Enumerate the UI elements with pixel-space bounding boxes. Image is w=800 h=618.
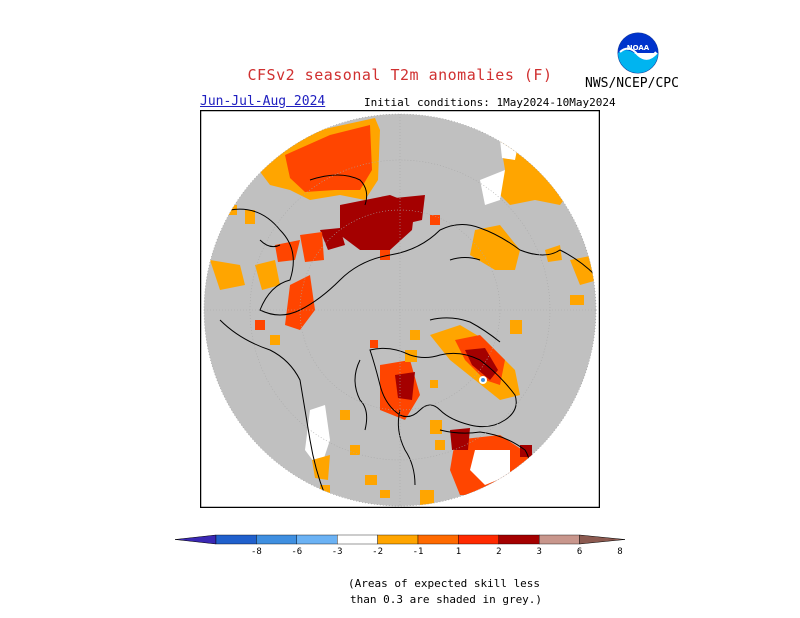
skill-note: (Areas of expected skill less than 0.3 a…: [348, 576, 542, 608]
anomaly-region-atlantic: [305, 405, 390, 498]
season-label: Jun-Jul-Aug 2024: [200, 94, 326, 109]
legend-swatch: [296, 534, 338, 545]
legend-arrow-low: [175, 534, 217, 545]
legend-tick-label: 2: [496, 547, 501, 557]
skill-note-line1: (Areas of expected skill less: [348, 577, 541, 590]
legend-arrow-high: [579, 534, 625, 545]
legend-swatch: [498, 534, 540, 545]
initial-conditions-label: Initial conditions: 1May2024-10May2024: [364, 96, 616, 109]
legend-tick-label: 1: [456, 547, 461, 557]
legend-tick-label: -3: [332, 547, 343, 557]
legend-tick-label: -1: [413, 547, 424, 557]
legend-tick-label: -8: [251, 547, 262, 557]
legend-tick-label: -6: [291, 547, 302, 557]
coastlines: [219, 174, 596, 501]
skill-note-line2: than 0.3 are shaded in grey.): [350, 593, 543, 606]
legend-swatch: [336, 534, 378, 545]
anomaly-region-europe: [255, 118, 440, 262]
legend-tick-label: -2: [372, 547, 383, 557]
legend-swatch: [215, 534, 257, 545]
legend-swatch: [539, 534, 580, 545]
legend-tick-label: 6: [577, 547, 582, 557]
legend-swatch: [417, 534, 459, 545]
legend-swatch: [256, 534, 298, 545]
legend-swatch: [458, 534, 499, 545]
map-title: CFSv2 seasonal T2m anomalies (F): [247, 66, 553, 84]
legend-tick-label: 3: [536, 547, 541, 557]
anomaly-map: [200, 110, 600, 508]
legend-tick-label: 8: [617, 547, 622, 557]
graticule: [204, 114, 596, 506]
color-legend: -8 -6 -3 -2 -1 1 2 3 6 8: [175, 534, 625, 557]
logo-text: NOAA: [627, 44, 650, 52]
agency-label: NWS/NCEP/CPC: [585, 76, 679, 91]
legend-swatch: [377, 534, 419, 545]
noaa-logo-icon: NOAA: [617, 32, 659, 74]
